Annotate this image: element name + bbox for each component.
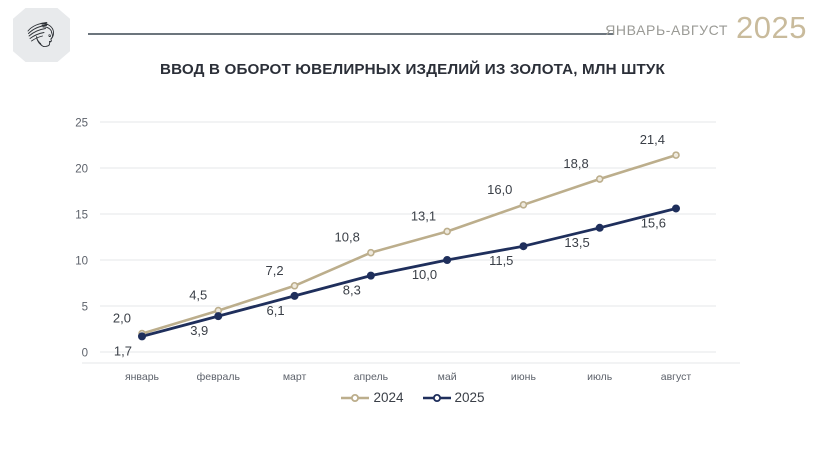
report-year-label: 2025 <box>736 10 807 45</box>
data-label-2025-январь: 1,7 <box>114 343 132 358</box>
data-label-2024-апрель: 10,8 <box>335 230 360 245</box>
data-point-2024-август[interactable] <box>672 151 680 159</box>
chart-data-labels: 2,0 4,5 7,2 10,8 13,1 16,0 18,8 21,4 1,7 3,9 6,1 8,… <box>113 132 666 358</box>
legend-label-2025: 2025 <box>454 390 485 405</box>
x-axis-tick-label: август <box>661 371 692 383</box>
y-axis-tick-label: 10 <box>75 256 88 268</box>
legend-item-2025[interactable]: 2025 <box>422 390 485 405</box>
data-point-2025-февраль[interactable] <box>214 312 223 321</box>
x-axis-tick-label: апрель <box>354 371 389 383</box>
data-label-2025-май: 10,0 <box>412 267 437 282</box>
data-point-2025-июнь[interactable] <box>519 242 528 251</box>
data-label-2024-май: 13,1 <box>411 208 436 223</box>
data-label-2024-июль: 18,8 <box>563 156 588 171</box>
chart-series-points <box>138 151 680 341</box>
data-label-2025-март: 6,1 <box>266 303 284 318</box>
y-axis-tick-label: 15 <box>75 210 88 222</box>
chart-title: ВВОД В ОБОРОТ ЮВЕЛИРНЫХ ИЗДЕЛИЙ ИЗ ЗОЛОТ… <box>160 61 665 78</box>
y-axis-tick-label: 20 <box>75 164 88 176</box>
legend-swatch-2025-icon <box>422 393 451 402</box>
chart-legend: 2024 2025 <box>0 390 825 405</box>
data-point-2025-май[interactable] <box>443 256 452 265</box>
y-axis-tick-label: 25 <box>75 118 88 130</box>
winged-helmet-head-icon <box>27 22 54 47</box>
x-axis-tick-label: июль <box>587 371 613 383</box>
data-point-2024-июль[interactable] <box>595 175 604 183</box>
data-point-2025-август[interactable] <box>671 204 680 213</box>
chart-container: 0 5 10 15 20 25 январь февраль март апрель май июн… <box>0 100 825 430</box>
data-point-2024-апрель[interactable] <box>367 248 375 257</box>
series-line-2025 <box>140 207 678 338</box>
x-axis-tick-label: март <box>283 371 307 383</box>
data-label-2025-апрель: 8,3 <box>343 283 361 298</box>
chart-gridlines <box>82 121 740 364</box>
y-axis-tick-label: 0 <box>82 348 88 360</box>
y-axis-tick-label: 5 <box>82 302 88 314</box>
header-divider-line <box>88 33 613 35</box>
data-point-2024-март[interactable] <box>290 281 299 290</box>
page-header: ЯНВАРЬ-АВГУСТ 2025 <box>0 0 825 62</box>
x-axis-tick-labels: январь февраль март апрель май июнь июль август <box>125 371 691 383</box>
data-point-2024-июнь[interactable] <box>519 201 528 209</box>
data-point-2024-май[interactable] <box>443 227 451 236</box>
legend-label-2024: 2024 <box>373 390 404 405</box>
line-chart: 0 5 10 15 20 25 январь февраль март апрель май июн… <box>75 118 740 383</box>
data-point-2025-июль[interactable] <box>595 223 604 232</box>
report-period-label: ЯНВАРЬ-АВГУСТ <box>605 22 728 38</box>
data-label-2024-август: 21,4 <box>640 132 665 147</box>
data-label-2025-июль: 13,5 <box>564 235 589 250</box>
data-label-2025-февраль: 3,9 <box>190 323 208 338</box>
x-axis-tick-label: январь <box>125 371 160 383</box>
x-axis-tick-label: май <box>438 371 457 383</box>
data-label-2024-март: 7,2 <box>265 263 283 278</box>
x-axis-tick-label: июнь <box>511 371 537 383</box>
company-logo <box>13 8 70 62</box>
data-label-2024-январь: 2,0 <box>113 311 131 326</box>
data-label-2024-февраль: 4,5 <box>189 288 207 303</box>
data-label-2025-июнь: 11,5 <box>489 253 513 268</box>
y-axis-tick-labels: 0 5 10 15 20 25 <box>75 118 88 360</box>
data-point-2025-январь[interactable] <box>138 332 147 341</box>
series-line-2024 <box>140 153 678 335</box>
data-point-2025-апрель[interactable] <box>366 271 375 280</box>
data-label-2025-август: 15,6 <box>641 215 666 230</box>
data-point-2025-март[interactable] <box>290 291 299 300</box>
chart-series-lines <box>140 153 678 338</box>
data-label-2024-июнь: 16,0 <box>487 182 512 197</box>
legend-swatch-2024-icon <box>341 393 370 402</box>
x-axis-tick-label: февраль <box>197 371 241 383</box>
legend-item-2024[interactable]: 2024 <box>340 390 404 405</box>
